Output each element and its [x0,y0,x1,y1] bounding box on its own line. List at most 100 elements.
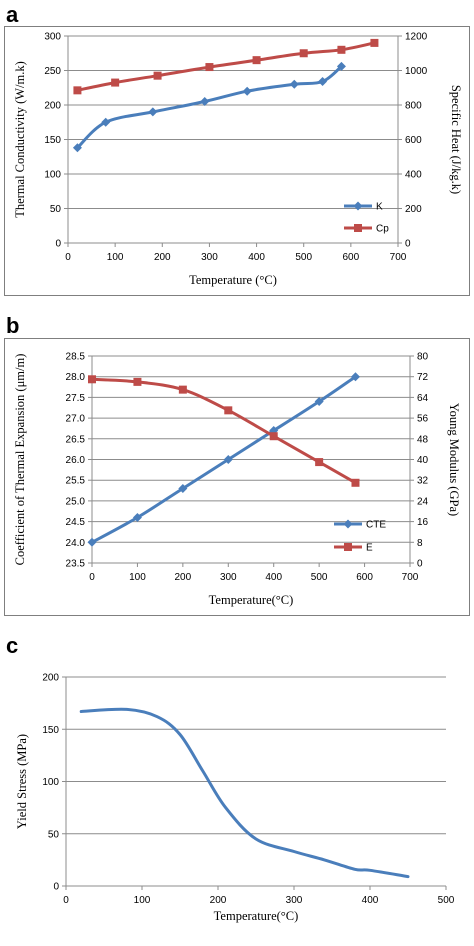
x-axis-title: Temperature (°C) [189,273,277,287]
y2-tick-label: 1000 [405,66,428,77]
y2-axis-title: Specific Heat (J/kg.k) [449,85,463,194]
k-data-point [336,61,346,71]
y-axis-title: Yield Stress (MPa) [15,734,29,829]
legend-entry-cte: CTE [366,520,386,531]
y2-tick-label: 200 [405,204,422,215]
y-tick-label: 200 [42,673,59,684]
panel-label-a: a [6,2,19,27]
y2-tick-label: 40 [417,455,429,466]
y2-tick-label: 32 [417,476,429,487]
cte-data-point [87,537,97,547]
legend-entry-cp: Cp [376,224,389,235]
y-tick-label: 25.5 [66,476,86,487]
x-tick-label: 500 [438,895,455,906]
y-tick-label: 0 [53,882,59,893]
y-tick-label: 23.5 [66,559,86,570]
y2-tick-label: 24 [417,496,429,507]
y-tick-label: 0 [55,239,61,250]
cte-data-point [314,397,324,407]
x-tick-label: 300 [220,572,237,583]
data-series-line [79,707,410,879]
cte-data-point [223,455,233,464]
x-axis-title: Temperature(°C) [214,909,299,923]
e-data-point [315,458,324,467]
cte-young-modulus-chart: 23.5 24.0 24.5 25.0 25.5 26.0 26.5 27.0 27.5 28.0… [13,352,461,608]
legend-swatch-marker [354,224,362,232]
y-tick-label: 150 [44,135,61,146]
y2-tick-label: 72 [417,372,429,383]
y-tick-label: 24.5 [66,517,86,528]
y-tick-label: 26.0 [66,455,86,466]
x-tick-label: 100 [129,572,146,583]
x-tick-label: 100 [107,252,124,263]
cp-data-point [252,56,261,65]
legend-swatch-marker [344,543,352,551]
x-tick-label: 600 [356,572,373,583]
x-tick-label: 200 [175,572,192,583]
k-data-point [148,107,158,117]
y-tick-label: 24.0 [66,538,86,549]
cp-data-point [299,49,308,58]
k-data-point [72,143,82,153]
x-tick-label: 200 [210,895,227,906]
legend-swatch-marker [353,201,363,211]
e-data-point [178,385,187,394]
y-tick-label: 100 [42,777,59,788]
y2-tick-label: 0 [405,239,411,250]
y-tick-label: 250 [44,66,61,77]
x-tick-label: 0 [89,572,95,583]
y-tick-label: 28.5 [66,352,86,363]
y-tick-label: 200 [44,101,61,112]
cp-data-point [73,86,82,95]
cp-data-point [370,38,379,47]
panel-label-c: c [6,633,19,658]
y2-tick-label: 400 [405,170,422,181]
x-tick-label: 600 [343,252,360,263]
y-tick-label: 27.5 [66,393,86,404]
x-axis-title: Temperature(°C) [209,593,294,607]
x-tick-label: 300 [201,252,218,263]
thermal-conductivity-specific-heat-chart: 0 50 100 150 200 250 300 0 200 400 600 800 1000 1200 0… [13,32,463,288]
cp-data-point [337,45,346,54]
e-data-point [269,432,278,441]
k-data-point [101,117,111,127]
y-tick-label: 27.0 [66,414,86,425]
y2-tick-label: 16 [417,517,429,528]
x-tick-label: 400 [265,572,282,583]
k-data-point [318,77,328,87]
y2-tick-label: 56 [417,414,429,425]
cte-data-point [350,372,360,382]
y-tick-label: 300 [44,32,61,43]
y2-axis-title: Young Modulus (GPa) [447,403,461,516]
x-tick-label: 400 [362,895,379,906]
x-tick-label: 500 [311,572,328,583]
y-axis-title: Coefficient of Thermal Expansion (μm/m) [13,354,27,566]
legend-entry-k: K [376,202,383,213]
y-tick-label: 25.0 [66,496,86,507]
y2-tick-label: 800 [405,101,422,112]
y-tick-label: 28.0 [66,372,86,383]
x-tick-label: 0 [65,252,71,263]
y2-tick-label: 64 [417,393,429,404]
y2-tick-label: 0 [417,559,423,570]
x-tick-label: 500 [295,252,312,263]
cte-data-point [132,512,142,522]
e-data-point [88,375,96,384]
x-tick-label: 100 [134,895,151,906]
cp-data-point [153,71,162,80]
y-tick-label: 100 [44,170,61,181]
y2-tick-label: 600 [405,135,422,146]
y2-tick-label: 8 [417,538,423,549]
cp-data-point [111,78,120,87]
y-tick-label: 150 [42,725,59,736]
x-tick-label: 700 [402,572,419,583]
k-data-point [289,79,299,89]
y-tick-label: 26.5 [66,434,86,445]
cp-data-point [205,63,214,72]
k-data-point [200,97,210,107]
x-tick-label: 0 [63,895,69,906]
y2-tick-label: 48 [417,434,429,445]
panel-label-b: b [6,313,20,338]
legend-swatch-marker [343,519,353,529]
